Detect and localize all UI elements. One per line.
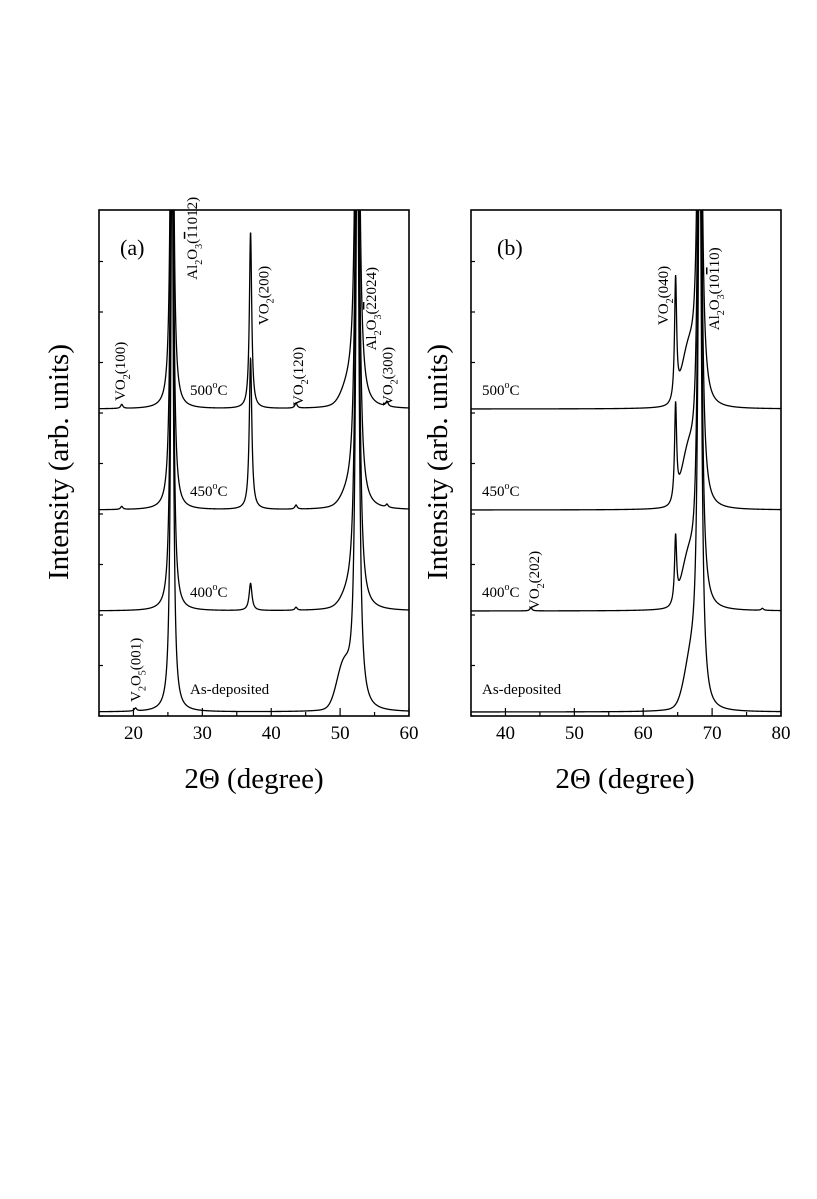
series-b-450oc — [471, 210, 781, 511]
series-b-500oc — [471, 210, 781, 410]
panel-a-frame — [98, 209, 410, 717]
x-tick-label: 50 — [331, 723, 350, 744]
x-tick-label: 50 — [565, 723, 584, 744]
peak-label-al2o3-1012: Al2O3(11012) — [185, 197, 205, 280]
peak-label-vo2-200: VO2(200) — [257, 266, 277, 325]
x-tick-label: 40 — [262, 723, 281, 744]
panel-a: 20 30 40 50 60 (a) As-deposited 400oC 450oC 500… — [98, 197, 419, 744]
temp-label-a-1: 400oC — [190, 582, 228, 601]
temp-label-b-0: As-deposited — [482, 682, 562, 698]
peak-label-vo2-202: VO2(202) — [527, 551, 547, 610]
peak-label-vo2-100: VO2(100) — [113, 342, 133, 401]
temp-label-a-3: 500oC — [190, 380, 228, 399]
x-tick-label: 80 — [772, 723, 791, 744]
x-tick-label: 60 — [400, 723, 419, 744]
x-tick-label: 70 — [703, 723, 722, 744]
series-a-450oc — [99, 210, 409, 511]
series-b-400oc — [471, 210, 781, 612]
temp-label-a-2: 450oC — [190, 481, 228, 500]
panel-a-peak-labels: VO2(100) Al2O3(11012) VO2(200) VO2(120) Al2O… — [113, 197, 400, 702]
temp-label-b-2: 450oC — [482, 481, 520, 500]
panel-b-temp-labels: As-deposited 400oC 450oC 500oC — [482, 380, 562, 698]
peak-label-vo2-040: VO2(040) — [656, 266, 676, 325]
temp-label-b-1: 400oC — [482, 582, 520, 601]
series-a-400oc — [99, 210, 409, 612]
series-a-as-deposited — [99, 210, 409, 713]
x-tick-label: 20 — [124, 723, 143, 744]
peak-label-al2o3-2024: Al2O3(22024) — [364, 267, 384, 350]
y-axis-title-a: Intensity (arb. units) — [43, 344, 75, 580]
peak-label-vo2-300: VO2(300) — [381, 347, 401, 406]
series-b-as-deposited — [471, 210, 781, 713]
panel-a-temp-labels: As-deposited 400oC 450oC 500oC — [190, 380, 270, 698]
panel-b-series-group — [471, 210, 781, 713]
temp-label-a-0: As-deposited — [190, 682, 270, 698]
panel-b-peak-labels: VO2(040) Al2O3(10110) VO2(202) — [527, 247, 727, 610]
peak-label-v2o5-001: V2O5(001) — [128, 638, 148, 702]
series-a-500oc — [99, 210, 409, 410]
x-tick-label: 30 — [193, 723, 212, 744]
temp-label-b-3: 500oC — [482, 380, 520, 399]
panel-b-label: (b) — [497, 235, 523, 260]
panel-a-series-group — [99, 210, 409, 713]
panel-a-label: (a) — [120, 235, 144, 260]
x-tick-label: 40 — [496, 723, 515, 744]
panel-a-ticks: 20 30 40 50 60 — [98, 260, 419, 744]
panel-b-frame — [470, 209, 782, 717]
peak-label-vo2-120: VO2(120) — [291, 347, 311, 406]
panel-b-ticks: 40 50 60 70 80 — [470, 260, 791, 744]
x-tick-label: 60 — [634, 723, 653, 744]
panel-b: 40 50 60 70 80 (b) As-deposited 400oC 450oC 500… — [470, 209, 791, 744]
x-axis-title-b: 2Θ (degree) — [555, 763, 694, 795]
x-axis-title-a: 2Θ (degree) — [184, 763, 323, 795]
y-axis-title-b: Intensity (arb. units) — [422, 344, 454, 580]
peak-label-al2o3-1010: Al2O3(10110) — [707, 247, 727, 330]
